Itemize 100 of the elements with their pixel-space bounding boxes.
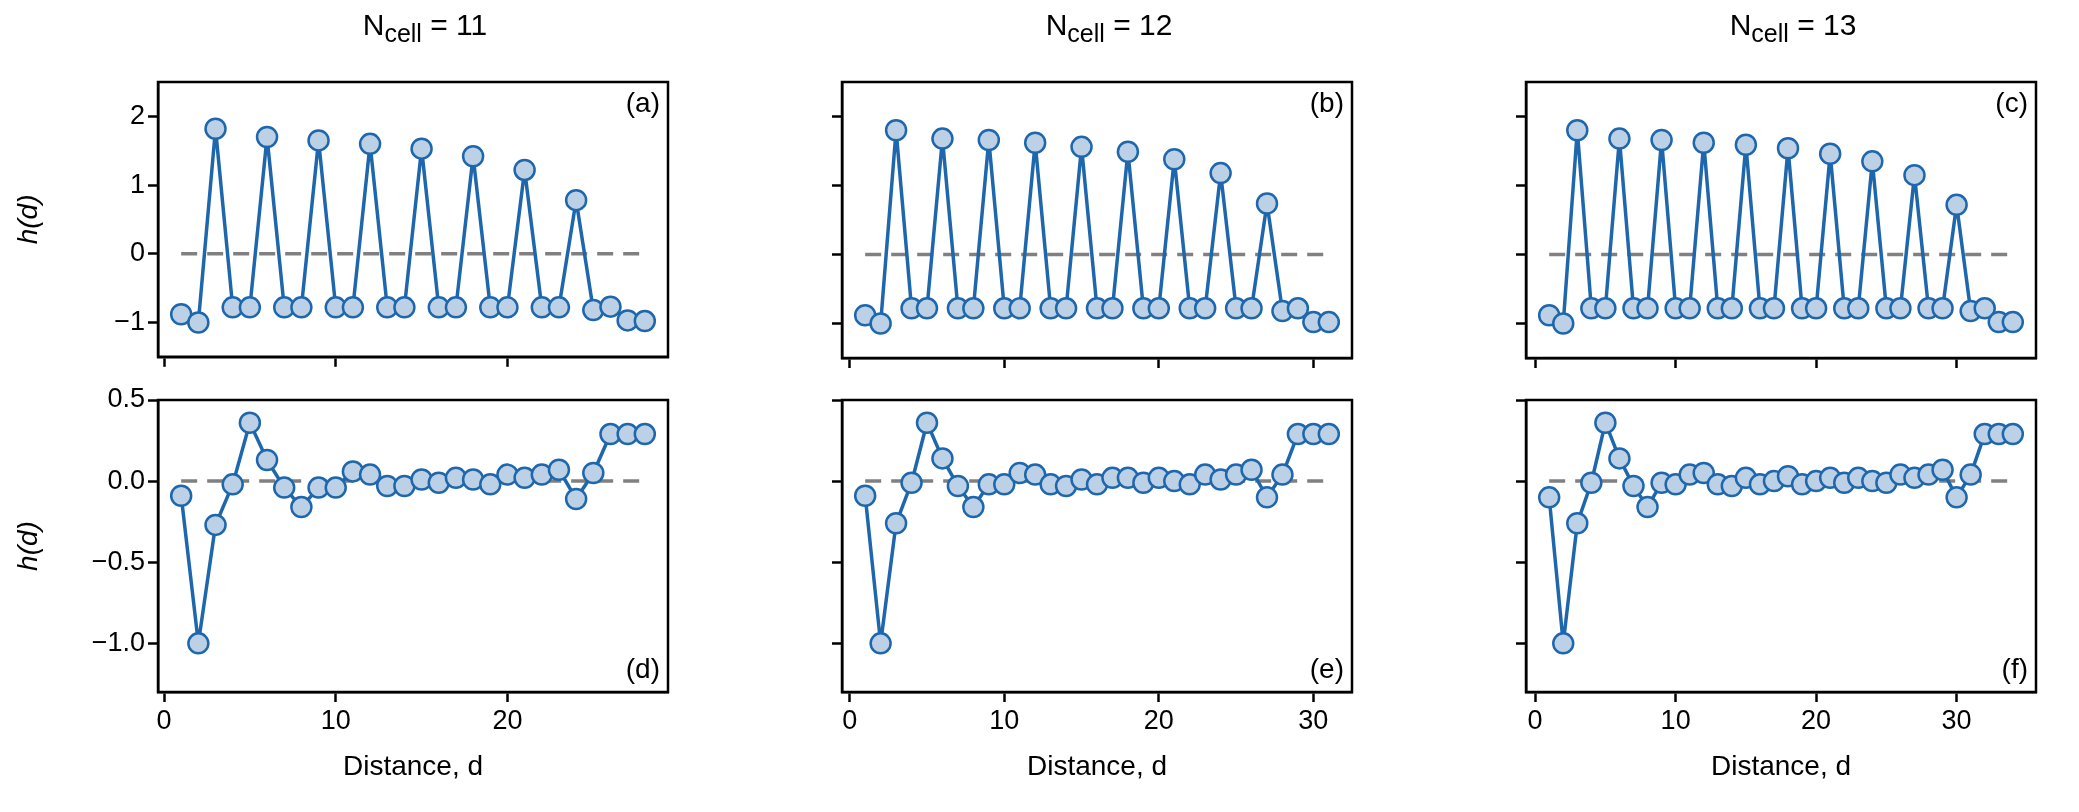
point [1636, 495, 1659, 519]
point [204, 117, 227, 140]
point [633, 422, 657, 446]
point [1193, 297, 1217, 320]
point [1692, 461, 1715, 485]
point [1317, 422, 1341, 446]
point [290, 296, 313, 319]
y-tick-label: 0 [129, 237, 145, 268]
point [255, 448, 279, 472]
x-tick-label: 0 [156, 704, 172, 735]
point [255, 125, 279, 149]
point [187, 632, 210, 655]
y-tick-label: −0.5 [91, 545, 145, 576]
x-tick-label: 10 [320, 704, 351, 735]
point [1070, 135, 1093, 159]
point [1209, 161, 1232, 185]
point [1594, 411, 1617, 434]
point [169, 302, 193, 326]
point [1889, 297, 1912, 320]
y-axis-title: h(d) [11, 521, 43, 571]
point [1692, 131, 1715, 154]
point [461, 468, 485, 491]
point [1762, 297, 1786, 320]
point [2001, 310, 2025, 334]
annotation: (e) [1309, 652, 1344, 684]
x-tick-label: 20 [1801, 704, 1832, 735]
point [962, 297, 985, 320]
x-tick-label: 20 [1143, 704, 1174, 735]
point [1818, 142, 1842, 166]
x-tick-label: 10 [1660, 704, 1691, 735]
point [1608, 127, 1631, 150]
point [393, 474, 416, 498]
point [1271, 463, 1294, 486]
point [1636, 297, 1659, 320]
point [272, 476, 296, 499]
x-tick-label: 0 [842, 704, 858, 735]
y-tick-label: −1.0 [91, 626, 145, 657]
point [1551, 632, 1575, 655]
point [393, 296, 416, 319]
x-axis-title: Distance, d [1026, 749, 1168, 781]
point [530, 463, 554, 486]
point [564, 188, 588, 212]
point [1622, 474, 1645, 498]
point [915, 411, 939, 434]
point [1608, 447, 1631, 470]
point [1317, 310, 1341, 334]
point [1776, 136, 1800, 160]
point [307, 129, 330, 152]
point [496, 296, 519, 319]
point [1240, 297, 1263, 320]
point [900, 471, 923, 494]
point [187, 311, 210, 334]
annotation: (b) [1309, 86, 1344, 118]
point [1286, 297, 1310, 320]
point [1903, 163, 1926, 187]
point [410, 137, 433, 160]
x-axis-title: Distance, d [342, 749, 484, 781]
point [1861, 150, 1884, 173]
y-tick-label: 2 [129, 99, 145, 130]
annotation: (f) [2001, 652, 2028, 684]
point [582, 461, 605, 485]
point [204, 513, 227, 537]
y-axis-title: h(d) [11, 194, 43, 245]
point [1054, 297, 1078, 320]
point [1931, 297, 1954, 320]
point [884, 512, 908, 535]
point [962, 495, 985, 519]
point [324, 476, 347, 499]
point [853, 484, 877, 507]
annotation: (d) [625, 652, 660, 684]
point [2001, 422, 2025, 446]
annotation: (a) [625, 86, 660, 118]
chart-title: N$_{cell}$ = 13 [1728, 8, 1858, 49]
chart-title: N$_{cell}$ = 12 [1044, 8, 1174, 49]
point [977, 128, 1001, 152]
point [547, 296, 571, 319]
x-axis-title: Distance, d [1710, 749, 1852, 781]
point [169, 484, 193, 507]
point [915, 297, 939, 320]
x-tick-label: 30 [1941, 704, 1972, 735]
point [869, 632, 892, 655]
y-tick-label: 1 [129, 168, 145, 199]
point [931, 127, 954, 150]
point [238, 411, 262, 434]
point [479, 473, 502, 496]
point [221, 473, 244, 496]
point [1008, 297, 1031, 320]
point [1678, 297, 1701, 320]
point [1973, 297, 1996, 320]
point [341, 296, 365, 319]
x-tick-label: 0 [1527, 704, 1543, 735]
point [1734, 133, 1758, 157]
point [444, 296, 468, 319]
point [358, 463, 382, 486]
point [1720, 297, 1744, 320]
point [1551, 312, 1575, 335]
point [1847, 297, 1870, 320]
point [1566, 512, 1589, 535]
point [427, 471, 451, 494]
point [1931, 458, 1954, 482]
